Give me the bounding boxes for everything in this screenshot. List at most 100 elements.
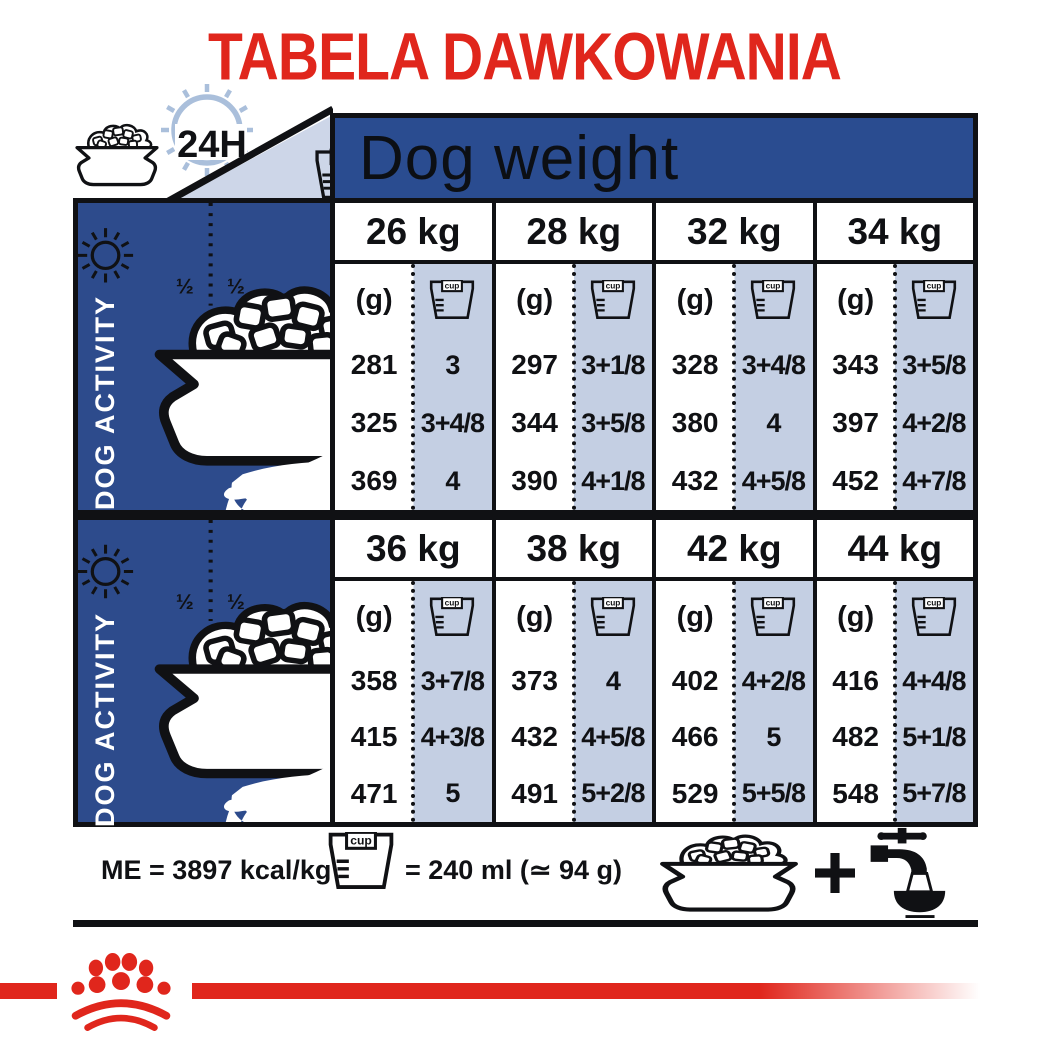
dose-row: 358 3+7/8 — [335, 653, 492, 709]
dog-activity-panel: ½ ½ - + ++ DOG ACTIVITY — [78, 203, 335, 510]
weight-body: (g) 416 4+4/8 482 5+1/8 548 5+7/8 — [816, 581, 974, 822]
grams-value: 343 — [832, 349, 879, 380]
dose-row: 432 4+5/8 — [656, 452, 813, 510]
cups-value: 5+1/8 — [902, 721, 966, 752]
dosing-section-36-44: ½ ½ - + ++ DOG ACTIVITY 36 kg (g) — [73, 515, 978, 827]
metabolizable-energy-label: ME = 3897 kcal/kg — [101, 855, 332, 885]
units-row: (g) — [656, 264, 813, 336]
weight-column-28kg: 28 kg (g) 297 3+1/8 344 3+5/8 390 — [491, 203, 653, 510]
header-triangle — [161, 105, 333, 203]
activity-low-symbol: - — [304, 340, 320, 392]
grams-unit-label: (g) — [355, 600, 393, 633]
grams-unit-label: (g) — [516, 283, 554, 316]
dose-row: 416 4+4/8 — [817, 653, 974, 709]
activity-high-symbol: ++ — [288, 471, 328, 510]
weight-body: (g) 358 3+7/8 415 4+3/8 471 5 — [335, 581, 492, 822]
dose-row: 452 4+7/8 — [817, 452, 974, 510]
units-row: (g) — [335, 264, 492, 336]
weight-body: (g) 328 3+4/8 380 4 432 4+5/8 — [656, 264, 813, 510]
grams-value: 452 — [832, 465, 879, 496]
activity-low-symbol: - — [304, 655, 320, 706]
weight-column-32kg: 32 kg (g) 328 3+4/8 380 4 432 — [652, 203, 813, 510]
red-strip-left — [0, 983, 57, 999]
grams-value: 380 — [671, 407, 719, 438]
weight-body: (g) 343 3+5/8 397 4+2/8 452 4+7/8 — [816, 264, 974, 510]
weight-header: 36 kg — [335, 520, 492, 581]
weight-body: (g) 402 4+2/8 466 5 529 5+5/8 — [656, 581, 813, 822]
grams-value: 415 — [350, 721, 398, 753]
dose-row: 397 4+2/8 — [817, 394, 974, 452]
measuring-cup-icon — [430, 596, 475, 636]
cups-value: 4+5/8 — [741, 465, 806, 496]
dose-row: 373 4 — [496, 653, 653, 709]
grams-unit-label: (g) — [676, 600, 714, 633]
measuring-cup-icon — [751, 596, 796, 636]
dog-activity-label: DOG ACTIVITY — [90, 294, 120, 510]
cups-value: 3+5/8 — [902, 349, 966, 380]
units-row: (g) — [817, 264, 974, 336]
weight-column-36kg: 36 kg (g) 358 3+7/8 415 4+3/8 471 — [335, 520, 492, 822]
dose-row: 491 5+2/8 — [496, 766, 653, 822]
measuring-cup-icon — [430, 279, 475, 319]
activity-medium-symbol: + — [301, 725, 325, 769]
grams-value: 358 — [350, 665, 398, 697]
grams-value: 397 — [832, 407, 879, 438]
grams-value: 297 — [511, 349, 558, 380]
grams-value: 325 — [350, 407, 398, 438]
grams-value: 432 — [511, 721, 558, 753]
cups-value: 4+2/8 — [902, 407, 966, 438]
cup-unit-cell — [413, 596, 491, 638]
units-row: (g) — [335, 581, 492, 653]
plus-icon — [815, 853, 855, 893]
cups-value: 3+4/8 — [741, 349, 806, 380]
dog-activity-panel: ½ ½ - + ++ DOG ACTIVITY — [78, 520, 335, 827]
dose-row: 548 5+7/8 — [817, 766, 974, 822]
sun-icon — [78, 228, 134, 283]
grams-value: 491 — [511, 777, 558, 809]
weight-body: (g) 297 3+1/8 344 3+5/8 390 4+1/8 — [495, 264, 653, 510]
dog-weight-label: Dog weight — [359, 123, 680, 193]
dose-row: 390 4+1/8 — [496, 452, 653, 510]
grams-unit-label: (g) — [516, 600, 554, 633]
grams-unit-label: (g) — [355, 283, 393, 316]
weight-column-38kg: 38 kg (g) 373 4 432 4+5/8 491 — [491, 520, 653, 822]
cups-value: 4 — [766, 407, 781, 438]
cups-value: 5 — [766, 721, 781, 752]
kibble-bowl-icon — [75, 123, 159, 187]
cup-unit-cell — [574, 279, 652, 321]
dose-row: 281 3 — [335, 336, 492, 394]
cups-value: 3+4/8 — [420, 407, 485, 438]
measuring-cup-icon — [751, 279, 796, 319]
dose-row: 432 4+5/8 — [496, 709, 653, 765]
measuring-cup-icon — [590, 596, 635, 636]
grams-unit-label: (g) — [837, 283, 875, 316]
royal-canin-paw-logo — [57, 951, 185, 1041]
cups-value: 4+1/8 — [581, 465, 645, 496]
grams-value: 344 — [511, 407, 558, 438]
dose-row: 529 5+5/8 — [656, 766, 813, 822]
dose-row: 344 3+5/8 — [496, 394, 653, 452]
grams-value: 281 — [350, 349, 398, 380]
weight-column-26kg: 26 kg (g) 281 3 325 3+4/8 369 — [335, 203, 492, 510]
grams-value: 416 — [832, 665, 879, 697]
dose-row: 325 3+4/8 — [335, 394, 492, 452]
dog-weight-band: Dog weight — [330, 113, 978, 203]
dose-row: 482 5+1/8 — [817, 709, 974, 765]
cups-value: 3 — [445, 349, 460, 380]
half-portion-label: ½ — [176, 275, 194, 299]
cup-equivalence-label: = 240 ml (≃ 94 g) — [405, 855, 622, 885]
cups-value: 5+2/8 — [581, 778, 645, 809]
grams-value: 548 — [832, 777, 879, 809]
weight-column-34kg: 34 kg (g) 343 3+5/8 397 4+2/8 452 — [812, 203, 974, 510]
activity-medium-symbol: + — [301, 411, 325, 457]
cups-value: 4+4/8 — [902, 665, 966, 696]
dose-row: 402 4+2/8 — [656, 653, 813, 709]
cup-unit-cell — [734, 596, 812, 638]
grams-value: 373 — [511, 665, 558, 697]
weight-header: 32 kg — [656, 203, 813, 264]
grams-value: 471 — [350, 777, 398, 809]
measuring-cup-icon — [328, 832, 394, 889]
cup-unit-cell — [413, 279, 491, 321]
weight-column-42kg: 42 kg (g) 402 4+2/8 466 5 529 — [652, 520, 813, 822]
